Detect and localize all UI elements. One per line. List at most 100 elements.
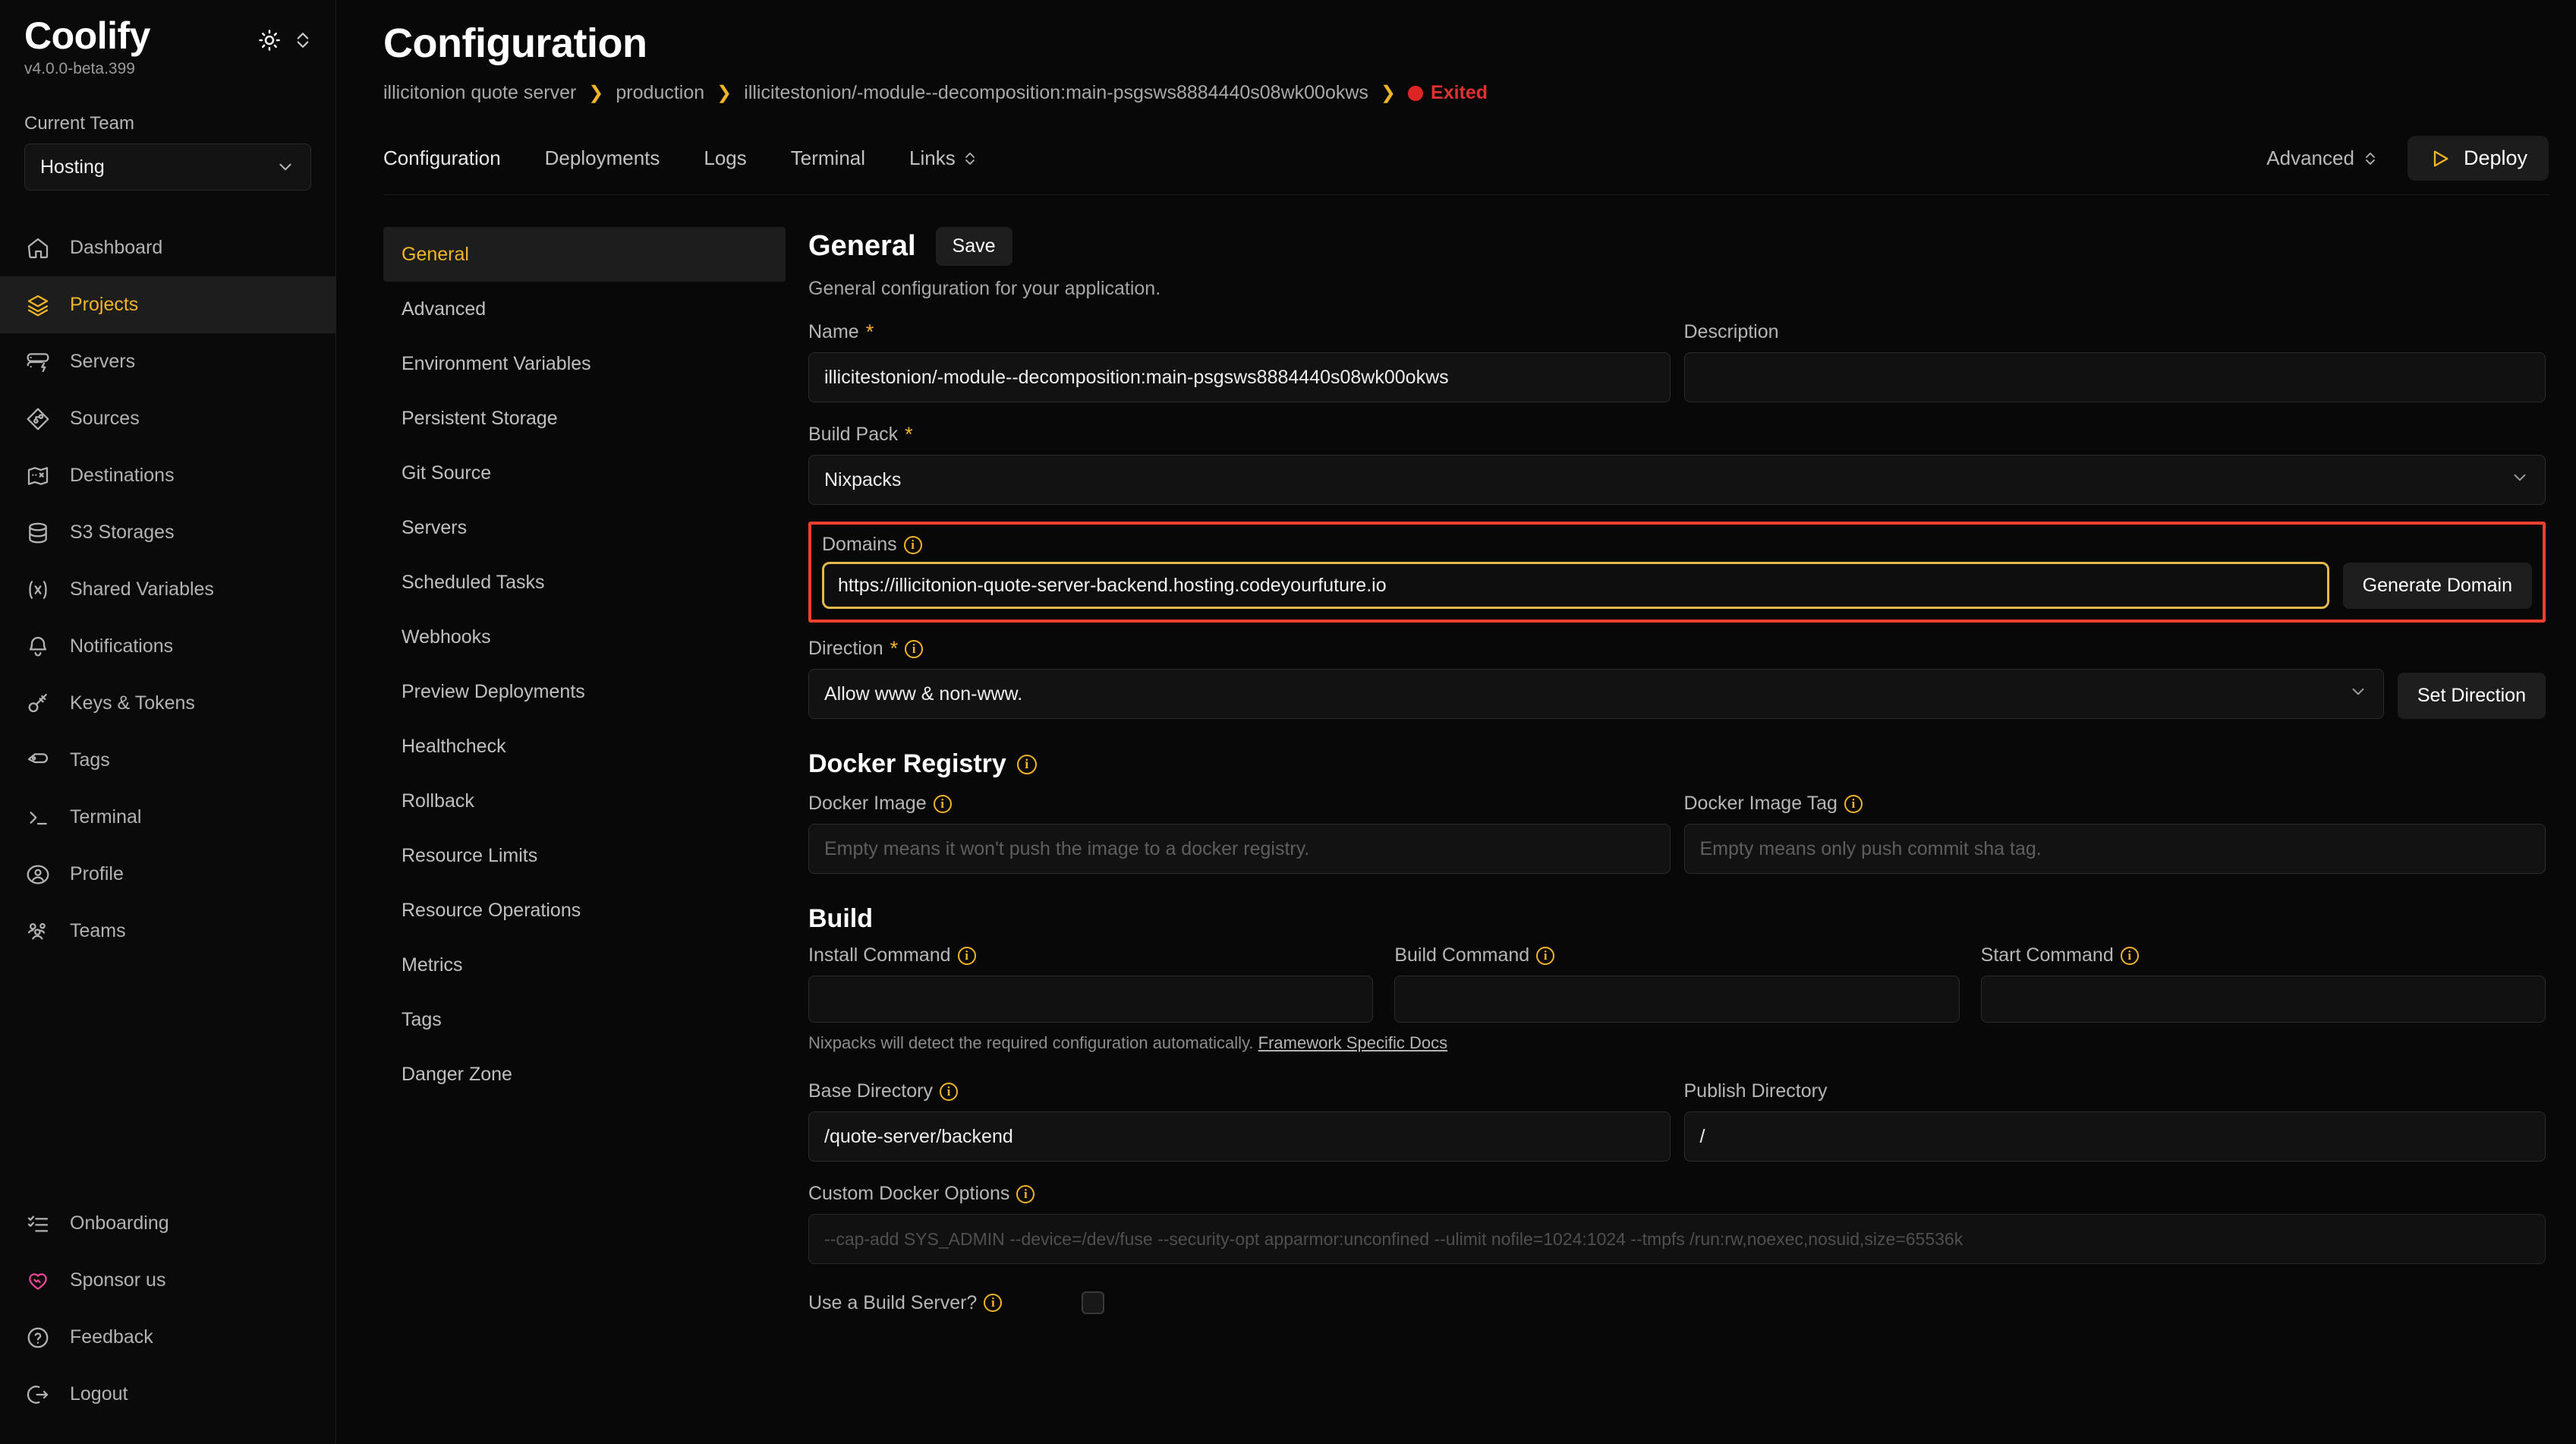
build-server-label: Use a Build Server? (808, 1291, 978, 1313)
tab-logs[interactable]: Logs (704, 147, 746, 170)
info-icon[interactable]: i (905, 639, 924, 658)
config-menu-item-webhooks[interactable]: Webhooks (383, 610, 786, 664)
docker-image-tag-label: Docker Image Tag (1683, 793, 1838, 814)
config-menu-item-rollback[interactable]: Rollback (383, 774, 786, 828)
breadcrumb-item-resource[interactable]: illicitestonion/-module--decomposition:m… (744, 82, 1368, 103)
sidebar-item-destinations[interactable]: Destinations (0, 447, 335, 504)
domains-highlight-box: Domains i https://illicitonion-quote-ser… (808, 522, 2546, 623)
config-menu-item-resource-operations[interactable]: Resource Operations (383, 883, 786, 938)
buildpack-select[interactable]: Nixpacks (808, 455, 2546, 505)
name-value: illicitestonion/-module--decomposition:m… (824, 366, 1449, 388)
save-button[interactable]: Save (935, 227, 1012, 266)
info-icon[interactable]: i (984, 1294, 1003, 1312)
sidebar-item-tags[interactable]: Tags (0, 732, 335, 789)
current-team-label: Current Team (24, 113, 134, 134)
info-icon[interactable]: i (2120, 946, 2139, 965)
config-menu-item-healthcheck[interactable]: Healthcheck (383, 719, 786, 774)
name-input[interactable]: illicitestonion/-module--decomposition:m… (808, 352, 1671, 402)
config-menu-item-advanced[interactable]: Advanced (383, 282, 786, 336)
domains-input[interactable]: https://illicitonion-quote-server-backen… (822, 562, 2329, 609)
git-source-icon (24, 405, 52, 433)
build-command-label: Build Command (1394, 944, 1530, 966)
tab-links[interactable]: Links (909, 147, 977, 170)
install-command-input[interactable] (808, 976, 1374, 1023)
docker-image-tag-field-group: Docker Image Tag i Empty means only push… (1683, 793, 2546, 874)
config-menu-item-general[interactable]: General (383, 227, 786, 282)
tab-configuration[interactable]: Configuration (383, 147, 501, 170)
info-icon[interactable]: i (933, 794, 952, 813)
base-directory-input[interactable]: /quote-server/backend (808, 1111, 1671, 1162)
sidebar-item-sources[interactable]: Sources (0, 390, 335, 447)
config-menu-label: Metrics (402, 954, 463, 976)
tag-icon (24, 747, 52, 774)
sidebar-item-s3-storages[interactable]: S3 Storages (0, 504, 335, 561)
config-menu-item-danger-zone[interactable]: Danger Zone (383, 1047, 786, 1102)
description-input[interactable] (1683, 352, 2546, 402)
description-label-row: Description (1684, 321, 2546, 343)
config-menu-label: Rollback (402, 790, 474, 812)
domains-value: https://illicitonion-quote-server-backen… (838, 574, 1387, 596)
custom-docker-options-input[interactable]: --cap-add SYS_ADMIN --device=/dev/fuse -… (808, 1214, 2546, 1264)
sidebar-item-dashboard[interactable]: Dashboard (0, 219, 335, 276)
start-command-input[interactable] (1980, 976, 2546, 1023)
info-icon[interactable]: i (957, 946, 976, 965)
config-menu-item-git-source[interactable]: Git Source (383, 446, 786, 500)
sun-icon[interactable] (258, 29, 281, 52)
direction-select[interactable]: Allow www & non-www. (808, 669, 2384, 719)
sidebar-item-feedback[interactable]: Feedback (0, 1309, 335, 1366)
info-icon[interactable]: i (939, 1082, 958, 1101)
set-direction-button[interactable]: Set Direction (2397, 673, 2546, 719)
deploy-button[interactable]: Deploy (2407, 136, 2549, 181)
buildpack-label: Build Pack (808, 424, 899, 445)
sidebar-item-logout[interactable]: Logout (0, 1366, 335, 1423)
domains-label-row: Domains i (822, 534, 2532, 556)
chevron-up-down-icon[interactable] (294, 29, 311, 52)
config-menu-item-servers[interactable]: Servers (383, 500, 786, 555)
info-icon[interactable]: i (903, 535, 922, 554)
sidebar-item-sponsor-us[interactable]: Sponsor us (0, 1252, 335, 1309)
config-menu-item-environment-variables[interactable]: Environment Variables (383, 336, 786, 391)
build-server-checkbox[interactable] (1082, 1291, 1104, 1314)
breadcrumb-item-project[interactable]: illicitonion quote server (383, 82, 577, 103)
theme-controls[interactable] (258, 15, 311, 52)
sidebar-item-keys-tokens[interactable]: Keys & Tokens (0, 675, 335, 732)
sidebar-item-label: Sponsor us (70, 1269, 166, 1291)
config-menu-item-scheduled-tasks[interactable]: Scheduled Tasks (383, 555, 786, 610)
publish-directory-label: Publish Directory (1683, 1080, 1828, 1102)
config-menu-item-preview-deployments[interactable]: Preview Deployments (383, 664, 786, 719)
docker-image-input[interactable]: Empty means it won't push the image to a… (808, 824, 1671, 874)
breadcrumb-item-environment[interactable]: production (616, 82, 705, 103)
framework-docs-link[interactable]: Framework Specific Docs (1258, 1033, 1448, 1052)
sidebar-item-teams[interactable]: Teams (0, 903, 335, 960)
tab-bar: Configuration Deployments Logs Terminal … (383, 136, 2549, 195)
tab-deployments[interactable]: Deployments (545, 147, 660, 170)
sidebar-item-notifications[interactable]: Notifications (0, 618, 335, 675)
sidebar-item-onboarding[interactable]: Onboarding (0, 1195, 335, 1252)
sidebar-item-shared-variables[interactable]: Shared Variables (0, 561, 335, 618)
status-dot-icon (1408, 85, 1424, 101)
info-icon[interactable]: i (1016, 1184, 1035, 1203)
config-menu-item-resource-limits[interactable]: Resource Limits (383, 828, 786, 883)
advanced-label: Advanced (2266, 147, 2354, 169)
info-icon[interactable]: i (1016, 754, 1037, 774)
sidebar-item-profile[interactable]: Profile (0, 846, 335, 903)
publish-directory-input[interactable]: / (1683, 1111, 2546, 1162)
config-menu-item-metrics[interactable]: Metrics (383, 938, 786, 992)
config-menu-item-persistent-storage[interactable]: Persistent Storage (383, 391, 786, 446)
sidebar-item-terminal[interactable]: Terminal (0, 789, 335, 846)
info-icon[interactable]: i (1536, 946, 1555, 965)
docker-image-tag-input[interactable]: Empty means only push commit sha tag. (1683, 824, 2546, 874)
team-selector[interactable]: Hosting (24, 143, 311, 191)
build-command-input[interactable] (1394, 976, 1960, 1023)
general-subtitle: General configuration for your applicati… (808, 278, 1161, 299)
tab-label: Links (909, 147, 956, 169)
tab-terminal[interactable]: Terminal (791, 147, 865, 170)
publish-directory-field-group: Publish Directory / (1683, 1080, 2546, 1162)
sidebar-item-servers[interactable]: Servers (0, 333, 335, 390)
description-label: Description (1683, 321, 1779, 342)
generate-domain-button[interactable]: Generate Domain (2342, 562, 2532, 609)
advanced-dropdown[interactable]: Advanced (2266, 147, 2377, 170)
sidebar-item-projects[interactable]: Projects (0, 276, 335, 333)
config-menu-item-tags[interactable]: Tags (383, 992, 786, 1047)
info-icon[interactable]: i (1844, 794, 1863, 813)
